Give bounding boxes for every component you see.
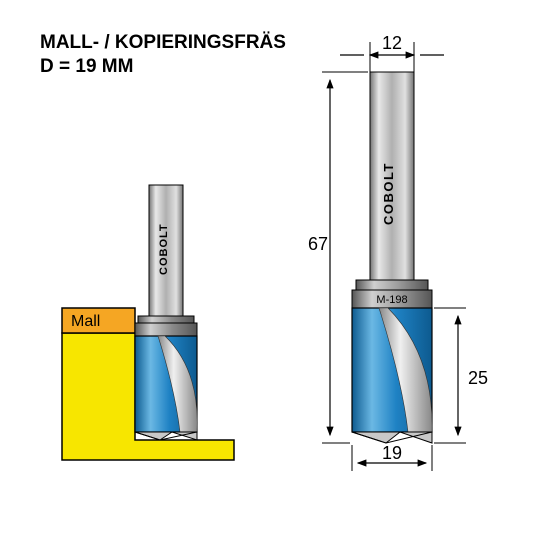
right-model: M-198 [376,294,407,306]
right-bearing-top [356,280,428,290]
right-brand: COBOLT [381,162,396,225]
right-bit-diagram: COBOLT M-198 [0,0,550,540]
